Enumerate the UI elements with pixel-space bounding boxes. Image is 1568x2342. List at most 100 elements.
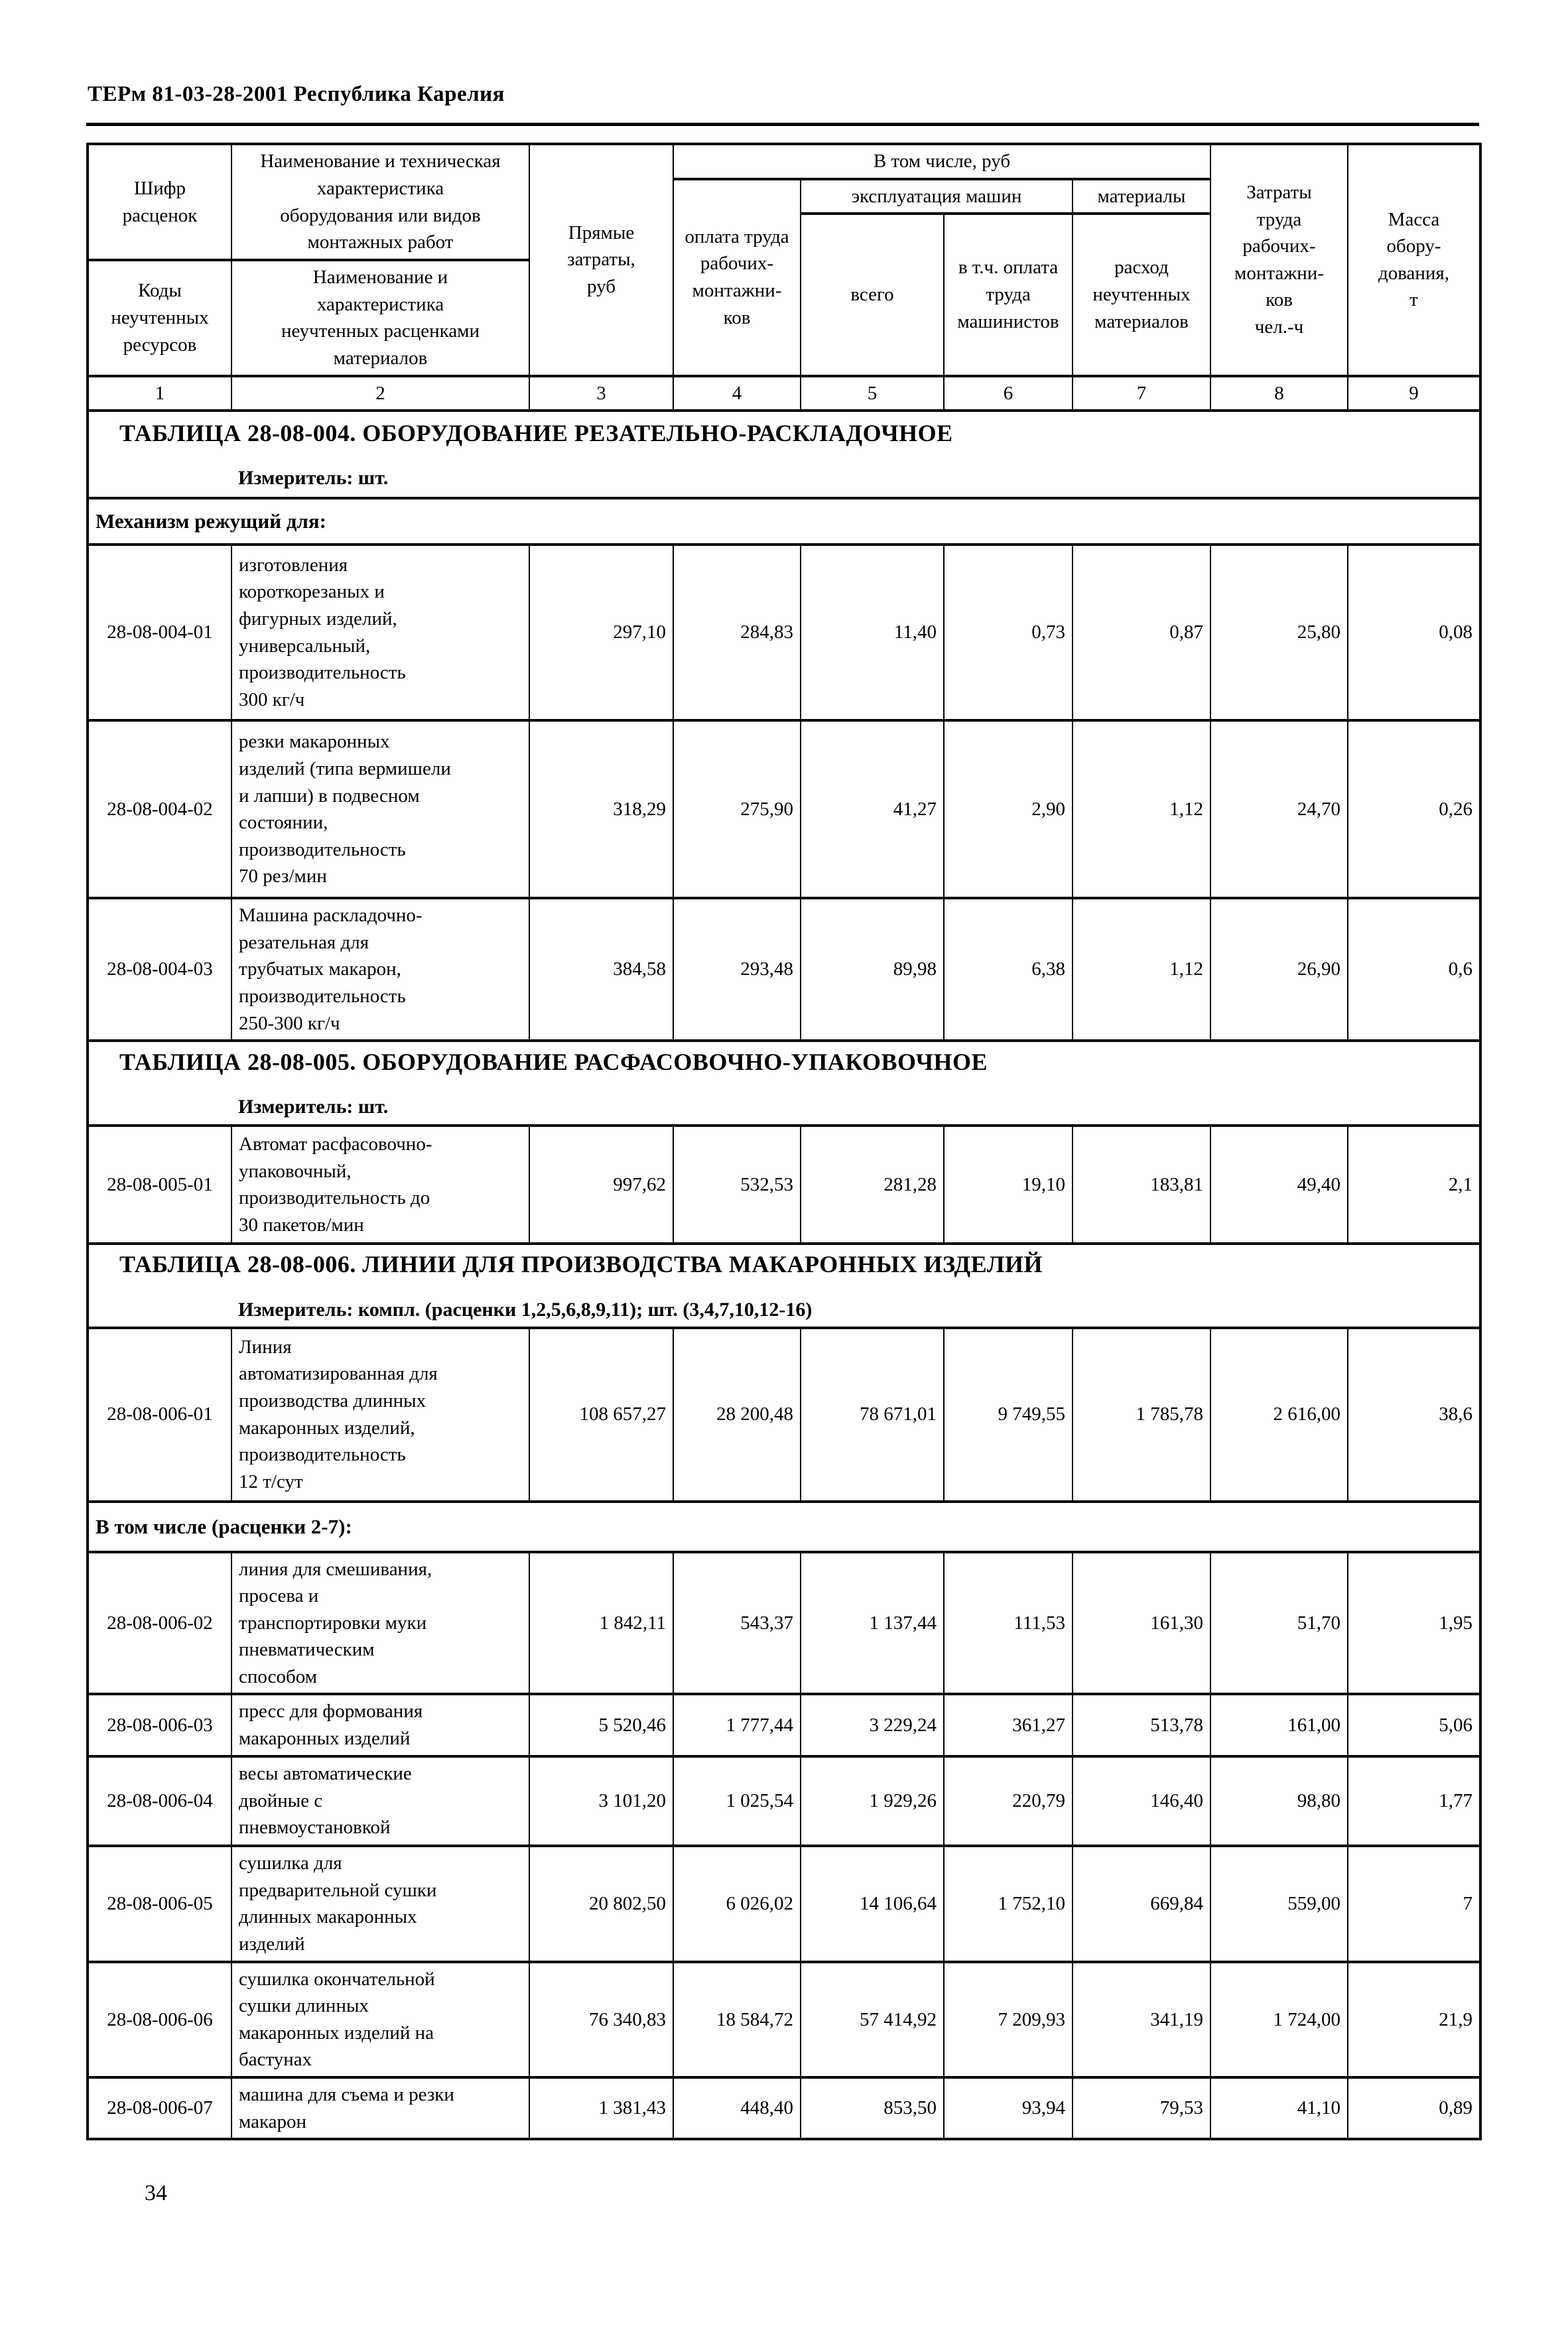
value-cell: 1 777,44	[673, 1693, 801, 1758]
value-cell: 26,90	[1210, 897, 1348, 1043]
value-cell: 79,53	[1072, 2076, 1211, 2141]
value-cell: 1 381,43	[529, 2076, 674, 2141]
value-cell: 6 026,02	[673, 1844, 801, 1963]
row-name: Автомат расфасовочно- упаковочный, произ…	[231, 1124, 530, 1246]
section-title-row: ТАБЛИЦА 28-08-004. ОБОРУДОВАНИЕ РЕЗАТЕЛЬ…	[87, 409, 1481, 500]
value-cell: 543,37	[673, 1550, 801, 1696]
col-number-cell: 1	[87, 374, 232, 413]
value-cell: 98,80	[1210, 1754, 1348, 1847]
col-number-cell: 2	[231, 374, 530, 413]
value-cell: 38,6	[1347, 1326, 1481, 1503]
col-number-cell: 4	[673, 374, 801, 413]
value-cell: 2,1	[1347, 1124, 1481, 1246]
section-izmeritel: Измеритель: шт.	[238, 467, 389, 489]
value-cell: 1,12	[1072, 897, 1211, 1043]
value-cell: 361,27	[943, 1693, 1073, 1758]
estimate-table: Шифр расценок Наименование и техническая…	[86, 142, 1482, 2141]
value-cell: 559,00	[1210, 1844, 1348, 1963]
value-cell: 513,78	[1072, 1693, 1211, 1758]
row-name: линия для смешивания, просева и транспор…	[231, 1550, 530, 1696]
value-cell: 318,29	[529, 719, 674, 900]
value-cell: 24,70	[1210, 719, 1348, 900]
value-cell: 146,40	[1072, 1754, 1211, 1847]
table-row: 28-08-005-01 Автомат расфасовочно- упако…	[87, 1124, 1481, 1246]
row-code: 28-08-006-04	[87, 1754, 232, 1847]
row-code: 28-08-006-03	[87, 1693, 232, 1758]
table-row: 28-08-006-04 весы автоматические двойные…	[87, 1754, 1481, 1847]
value-cell: 25,80	[1210, 543, 1348, 722]
value-cell: 284,83	[673, 543, 801, 722]
value-cell: 78 671,01	[800, 1326, 945, 1503]
table-row: 28-08-006-03 пресс для формования макаро…	[87, 1693, 1481, 1758]
row-name: пресс для формования макаронных изделий	[231, 1693, 530, 1758]
value-cell: 1 929,26	[800, 1754, 945, 1847]
section-title: ТАБЛИЦА 28-08-004. ОБОРУДОВАНИЕ РЕЗАТЕЛЬ…	[119, 419, 953, 446]
value-cell: 1 025,54	[673, 1754, 801, 1847]
header-row-2: оплата труда рабочих- монтажни- ков эксп…	[88, 177, 1480, 377]
value-cell: 11,40	[800, 543, 945, 722]
value-cell: 297,10	[529, 543, 674, 722]
value-cell: 161,30	[1072, 1550, 1211, 1696]
value-cell: 111,53	[943, 1550, 1073, 1696]
row-code: 28-08-004-01	[87, 543, 232, 722]
value-cell: 1,95	[1347, 1550, 1481, 1696]
row-name: Машина раскладочно- резательная для труб…	[231, 897, 530, 1043]
value-cell: 997,62	[529, 1124, 674, 1246]
section-subheading-row: Механизм режущий для:	[87, 497, 1481, 547]
section-izmeritel: Измеритель: компл. (расценки 1,2,5,6,8,9…	[238, 1298, 813, 1321]
header-cell-rashod: расход неучтенных материалов	[1072, 212, 1211, 377]
row-code: 28-08-006-01	[87, 1326, 232, 1503]
row-name: изготовления короткорезаных и фигурных и…	[231, 543, 530, 722]
header-rule	[86, 123, 1479, 126]
value-cell: 0,89	[1347, 2076, 1481, 2141]
value-cell: 14 106,64	[800, 1844, 945, 1963]
value-cell: 51,70	[1210, 1550, 1348, 1696]
col-number-cell: 8	[1210, 374, 1348, 413]
value-cell: 2 616,00	[1210, 1326, 1348, 1503]
header-cell-oplata-truda: оплата труда рабочих- монтажни- ков	[673, 177, 801, 377]
header-cell-ekspluataciya-mashin: эксплуатация машин	[800, 177, 1073, 216]
value-cell: 1,77	[1347, 1754, 1481, 1847]
header-cell-zatraty-truda: Затраты труда рабочих- монтажни- ков чел…	[1210, 143, 1348, 377]
value-cell: 0,73	[943, 543, 1073, 722]
value-cell: 448,40	[673, 2076, 801, 2141]
value-cell: 18 584,72	[673, 1960, 801, 2079]
col-number-cell: 6	[943, 374, 1073, 413]
header-row-4: Коды неучтенных ресурсов Наименование и …	[87, 259, 1480, 377]
section-izmeritel: Измеритель: шт.	[238, 1096, 389, 1118]
value-cell: 384,58	[529, 897, 674, 1043]
value-cell: 5,06	[1347, 1693, 1481, 1758]
value-cell: 1 137,44	[800, 1550, 945, 1696]
section-title-row: ТАБЛИЦА 28-08-006. ЛИНИИ ДЛЯ ПРОИЗВОДСТВ…	[87, 1242, 1481, 1329]
value-cell: 0,6	[1347, 897, 1481, 1043]
value-cell: 3 229,24	[800, 1693, 945, 1758]
value-cell: 19,10	[943, 1124, 1073, 1246]
value-cell: 281,28	[800, 1124, 945, 1246]
value-cell: 532,53	[673, 1124, 801, 1246]
header-cell-pryamye-zatraty: Прямые затраты, руб	[529, 143, 674, 377]
value-cell: 0,87	[1072, 543, 1211, 722]
value-cell: 0,26	[1347, 719, 1481, 900]
header-cell-materialy: материалы	[1072, 177, 1211, 216]
table-row: 28-08-006-06 сушилка окончательной сушки…	[87, 1960, 1481, 2079]
value-cell: 293,48	[673, 897, 801, 1043]
col-number-cell: 9	[1347, 374, 1481, 413]
value-cell: 89,98	[800, 897, 945, 1043]
value-cell: 161,00	[1210, 1693, 1348, 1758]
value-cell: 3 101,20	[529, 1754, 674, 1847]
col-number-cell: 5	[800, 374, 945, 413]
row-code: 28-08-006-05	[87, 1844, 232, 1963]
section-title: ТАБЛИЦА 28-08-005. ОБОРУДОВАНИЕ РАСФАСОВ…	[119, 1048, 988, 1075]
header-row-3: всего в т.ч. оплата труда машинистов рас…	[88, 212, 1480, 377]
table-row: 28-08-006-01 Линия автоматизированная дл…	[87, 1326, 1481, 1503]
value-cell: 49,40	[1210, 1124, 1348, 1246]
row-name: машина для съема и резки макарон	[231, 2076, 530, 2141]
header-cell-vsego: всего	[800, 212, 945, 377]
row-name: весы автоматические двойные с пневмоуста…	[231, 1754, 530, 1847]
header-cell-massa: Масса обору- дования, т	[1347, 143, 1481, 377]
value-cell: 6,38	[943, 897, 1073, 1043]
header-cell-v-tom-chisle: В том числе, руб	[673, 143, 1211, 180]
value-cell: 1 842,11	[529, 1550, 674, 1696]
header-cell-shifr: Шифр расценок	[87, 142, 232, 262]
